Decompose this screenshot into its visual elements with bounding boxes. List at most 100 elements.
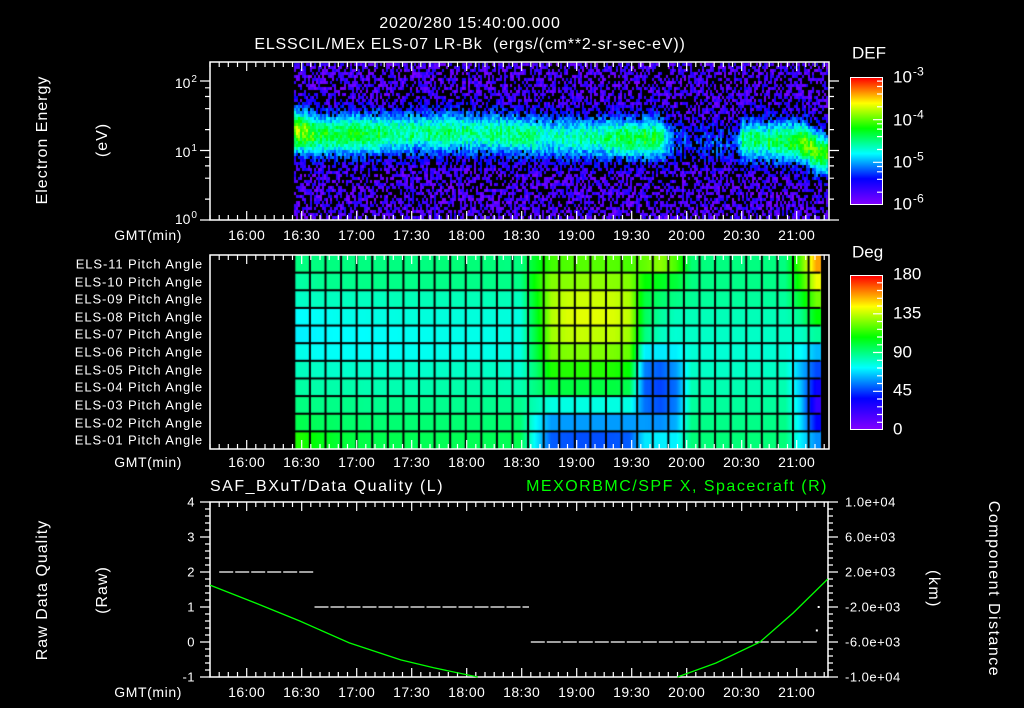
spacecraft-x-series	[209, 584, 478, 678]
time-tick-label: 19:00	[558, 227, 596, 243]
time-tick-label: 17:00	[338, 454, 376, 470]
time-tick-label: 18:00	[448, 454, 486, 470]
spectrogram-plot	[210, 62, 829, 220]
time-tick-label: 20:00	[668, 227, 706, 243]
pitch-angle-frame	[209, 254, 830, 450]
data-quality-series	[219, 571, 817, 643]
pitch-row-label: ELS-04 Pitch Angle	[74, 379, 203, 395]
time-tick-label: 19:30	[613, 454, 651, 470]
energy-tick-label: 101	[174, 142, 197, 160]
tick-base: 10	[174, 211, 191, 227]
time-tick-label: 18:00	[448, 684, 486, 700]
right-axis-title: MEXORBMC/SPF X, Spacecraft (R)	[526, 478, 828, 495]
colorbar-tick-label: 180	[893, 264, 922, 284]
pitch-colorbar-ticks	[873, 282, 882, 423]
energy-axis-ticks	[200, 80, 839, 221]
def-colorbar-ticks	[873, 80, 882, 193]
data-quality-point	[815, 629, 818, 632]
tick-exponent: -4	[912, 107, 924, 122]
energy-tick-label: 100	[174, 209, 197, 227]
tick-exponent: 0	[191, 209, 197, 221]
tick-exponent: 2	[191, 73, 197, 85]
time-tick-label: 19:00	[558, 454, 596, 470]
distance-tick-label: 2.0e+03	[845, 564, 896, 580]
colorbar-tick-label: 0	[893, 419, 903, 439]
colorbar-tick-label: 135	[893, 303, 922, 323]
pitch-row-label: ELS-07 Pitch Angle	[74, 326, 203, 342]
pitch-row-label: ELS-05 Pitch Angle	[74, 362, 203, 378]
time-tick-label: 17:30	[393, 684, 431, 700]
time-tick-label: 20:00	[668, 684, 706, 700]
quality-axis-ticks	[200, 501, 210, 678]
time-tick-label: 19:30	[613, 684, 651, 700]
pitch-row-label: ELS-08 Pitch Angle	[74, 309, 203, 325]
tick-base: 10	[893, 67, 912, 87]
pitch-row-label: ELS-03 Pitch Angle	[74, 397, 203, 413]
time-tick-label: 20:30	[723, 684, 761, 700]
time-tick-label: 16:30	[283, 227, 321, 243]
distance-tick-label: -6.0e+03	[845, 634, 901, 650]
time-ticks	[209, 62, 825, 220]
tick-exponent: 1	[191, 142, 197, 154]
pitch-row-label: ELS-09 Pitch Angle	[74, 291, 203, 307]
tick-exponent: -3	[912, 64, 924, 79]
distance-axis-ticks	[828, 501, 838, 678]
time-tick-label: 21:00	[778, 454, 816, 470]
colorbar-tick-label: 10-5	[893, 150, 924, 172]
tick-base: 10	[893, 110, 912, 130]
colorbar-title: DEF	[852, 43, 886, 63]
time-tick-label: 17:00	[338, 684, 376, 700]
pitch-row-label: ELS-02 Pitch Angle	[74, 415, 203, 430]
time-tick-label: 21:00	[778, 227, 816, 243]
pitch-row-label: ELS-06 Pitch Angle	[74, 344, 203, 360]
time-tick-label: 17:30	[393, 454, 431, 470]
time-tick-label: 18:00	[448, 227, 486, 243]
colorbar-title: Deg	[852, 242, 884, 262]
colorbar-tick-label: 45	[893, 380, 912, 400]
time-tick-label: 20:30	[723, 227, 761, 243]
time-ticks	[209, 255, 825, 449]
tick-base: 10	[893, 152, 912, 172]
time-tick-label: 17:00	[338, 227, 376, 243]
time-ticks	[209, 502, 825, 677]
def-colorbar	[850, 77, 883, 205]
tick-exponent: -6	[912, 191, 924, 206]
quality-tick-label: 0	[187, 634, 195, 650]
tick-base: 10	[174, 144, 191, 160]
tick-base: 10	[893, 194, 912, 214]
quality-tick-label: 3	[187, 529, 195, 545]
spacecraft-x-series	[677, 578, 829, 678]
time-tick-label: 18:30	[503, 684, 541, 700]
time-axis-label: GMT(min)	[114, 227, 182, 243]
time-axis-label: GMT(min)	[114, 454, 182, 470]
distance-tick-label: -2.0e+03	[845, 599, 901, 615]
time-tick-label: 20:30	[723, 454, 761, 470]
spectrogram-frame	[209, 61, 830, 221]
tick-base: 10	[174, 75, 191, 91]
pitch-row-label: ELS-01 Pitch Angle	[74, 432, 203, 448]
quality-tick-label: 1	[187, 599, 195, 615]
distance-tick-label: 1.0e+04	[845, 494, 896, 510]
time-tick-label: 19:30	[613, 227, 651, 243]
time-tick-label: 18:30	[503, 454, 541, 470]
time-tick-label: 17:30	[393, 227, 431, 243]
colorbar-tick-label: 10-6	[893, 192, 924, 214]
time-tick-label: 16:30	[283, 454, 321, 470]
time-tick-label: 19:00	[558, 684, 596, 700]
colorbar-tick-label: 10-3	[893, 65, 924, 87]
distance-tick-label: 6.0e+03	[845, 529, 896, 545]
data-quality-point	[817, 606, 820, 608]
distance-tick-label: -1.0e+04	[845, 669, 901, 685]
time-tick-label: 20:00	[668, 454, 706, 470]
time-tick-label: 16:00	[228, 454, 266, 470]
pitch-angle-plot	[210, 255, 829, 449]
energy-tick-label: 102	[174, 73, 197, 91]
time-tick-label: 16:00	[228, 684, 266, 700]
colorbar-tick-label: 90	[893, 342, 912, 362]
time-tick-label: 18:30	[503, 227, 541, 243]
plot-timestamp: 2020/280 15:40:00.000	[379, 15, 561, 32]
time-axis-label: GMT(min)	[114, 684, 182, 700]
data-quality-frame	[209, 501, 829, 678]
